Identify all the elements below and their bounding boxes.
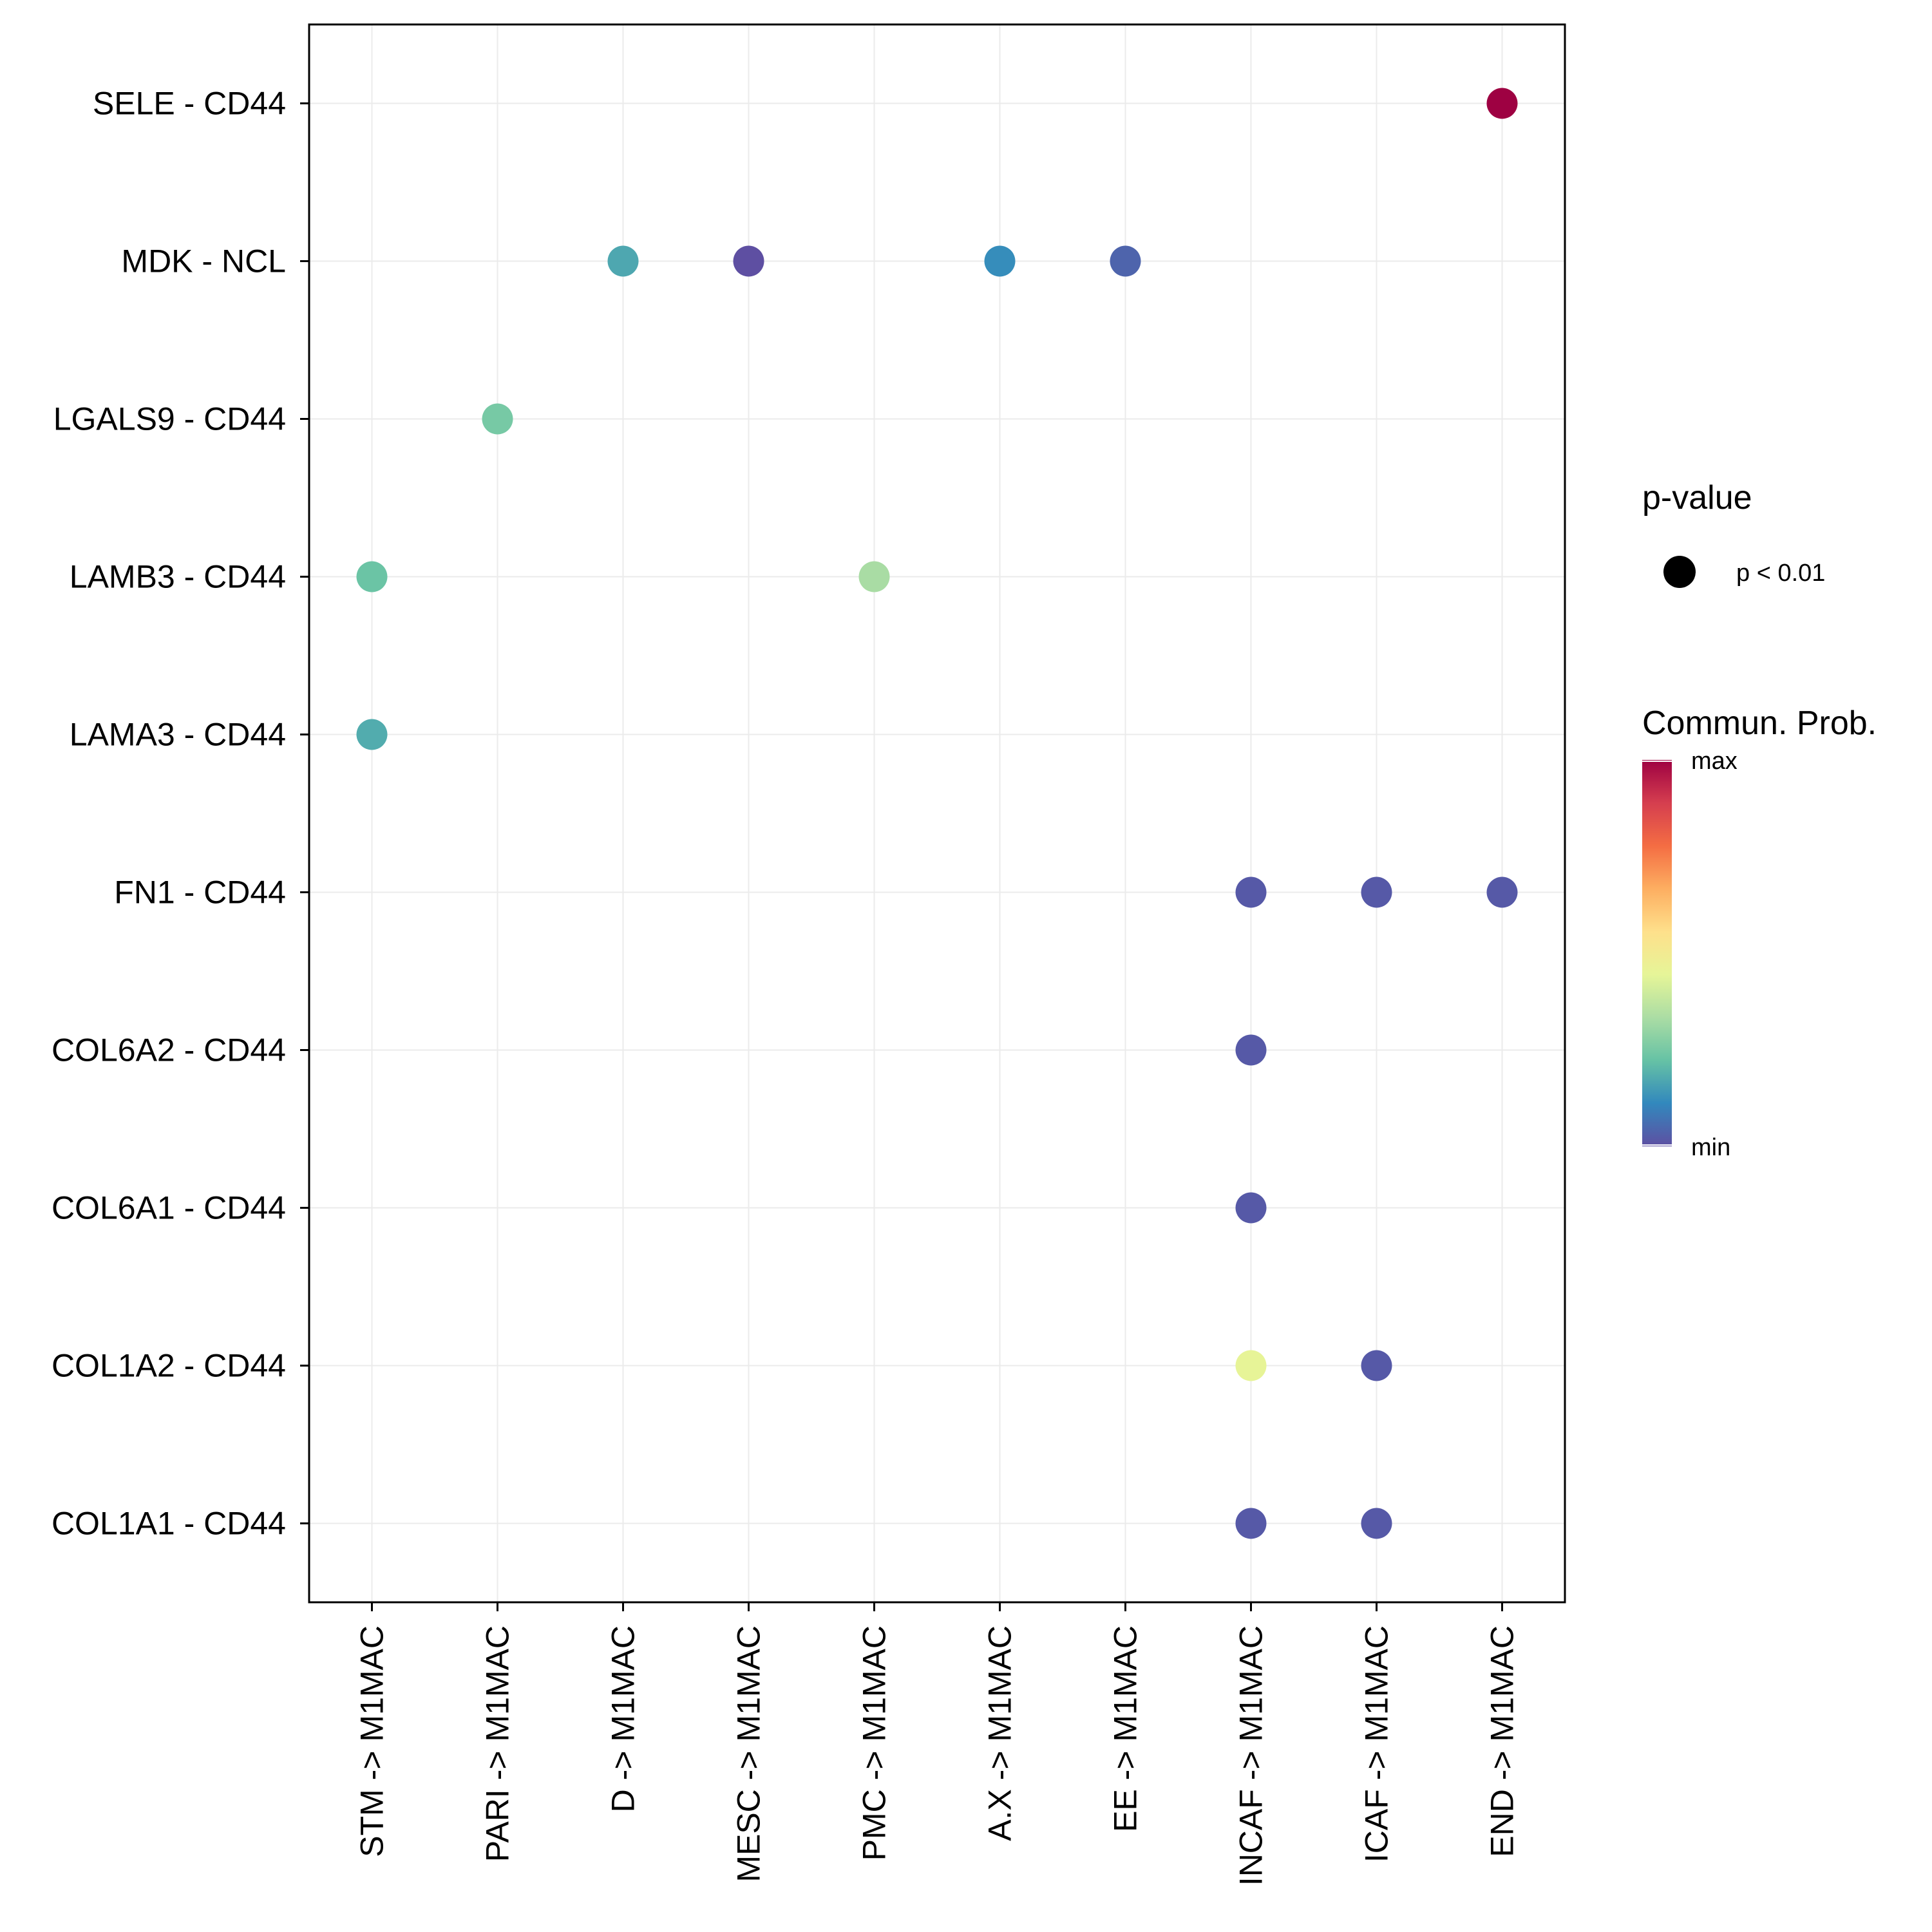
y-axis: SELE - CD44 MDK - NCL LGALS9 - CD44 LAMB3 -… xyxy=(52,86,309,1542)
color-bar xyxy=(1642,760,1672,1146)
color-legend-title: Commun. Prob. xyxy=(1642,705,1877,742)
data-point xyxy=(1235,1350,1267,1381)
y-tick-label: COL6A1 - CD44 xyxy=(52,1190,286,1226)
pvalue-legend-label: p < 0.01 xyxy=(1736,560,1825,587)
y-tick-label: FN1 - CD44 xyxy=(114,875,286,911)
data-point xyxy=(356,719,388,750)
x-tick-label: PARI -> M1MAC xyxy=(480,1625,516,1862)
y-tick-label: LGALS9 - CD44 xyxy=(53,401,286,437)
data-point xyxy=(607,245,639,277)
color-legend: Commun. Prob. max min xyxy=(1642,705,1877,1161)
x-tick-label: A.X -> M1MAC xyxy=(982,1625,1018,1841)
data-point xyxy=(858,561,890,592)
data-point xyxy=(984,245,1016,277)
plot-panel-border xyxy=(308,23,1566,1604)
data-point xyxy=(1110,245,1141,277)
y-tick-label: LAMB3 - CD44 xyxy=(70,559,286,595)
y-tick-label: MDK - NCL xyxy=(121,243,286,279)
data-point xyxy=(1486,876,1518,908)
x-tick-label: STM -> M1MAC xyxy=(354,1625,390,1857)
data-point xyxy=(356,561,388,592)
data-point xyxy=(1361,1508,1392,1539)
color-legend-min-label: min xyxy=(1691,1134,1730,1161)
x-tick-label: D -> M1MAC xyxy=(605,1625,641,1812)
x-tick-label: PMC -> M1MAC xyxy=(857,1625,893,1861)
pvalue-legend-title: p-value xyxy=(1642,479,1752,516)
y-tick-label: COL6A2 - CD44 xyxy=(52,1032,286,1068)
data-point xyxy=(482,403,513,435)
x-tick-label: INCAF -> M1MAC xyxy=(1233,1625,1269,1886)
y-tick-label: COL1A2 - CD44 xyxy=(52,1348,286,1384)
data-point xyxy=(1361,876,1392,908)
pvalue-legend-key xyxy=(1663,556,1696,588)
y-tick-label: SELE - CD44 xyxy=(93,86,286,122)
data-point xyxy=(1486,88,1518,119)
x-tick-label: ICAF -> M1MAC xyxy=(1359,1625,1395,1862)
x-axis: STM -> M1MAC PARI -> M1MAC D -> M1MAC MESC … xyxy=(354,1602,1520,1886)
color-legend-max-label: max xyxy=(1691,748,1738,775)
data-point xyxy=(1235,876,1267,908)
data-point xyxy=(1235,1508,1267,1539)
x-tick-label: END -> M1MAC xyxy=(1484,1625,1520,1857)
x-tick-label: MESC -> M1MAC xyxy=(731,1625,767,1882)
y-tick-label: LAMA3 - CD44 xyxy=(70,717,286,753)
data-point xyxy=(733,245,764,277)
gridlines xyxy=(309,24,1565,1602)
pvalue-legend: p-value p < 0.01 xyxy=(1642,479,1825,588)
data-point xyxy=(1361,1350,1392,1381)
data-points xyxy=(356,88,1518,1539)
data-point xyxy=(1235,1192,1267,1224)
x-tick-label: EE -> M1MAC xyxy=(1108,1625,1144,1832)
y-tick-label: COL1A1 - CD44 xyxy=(52,1506,286,1542)
data-point xyxy=(1235,1034,1267,1066)
